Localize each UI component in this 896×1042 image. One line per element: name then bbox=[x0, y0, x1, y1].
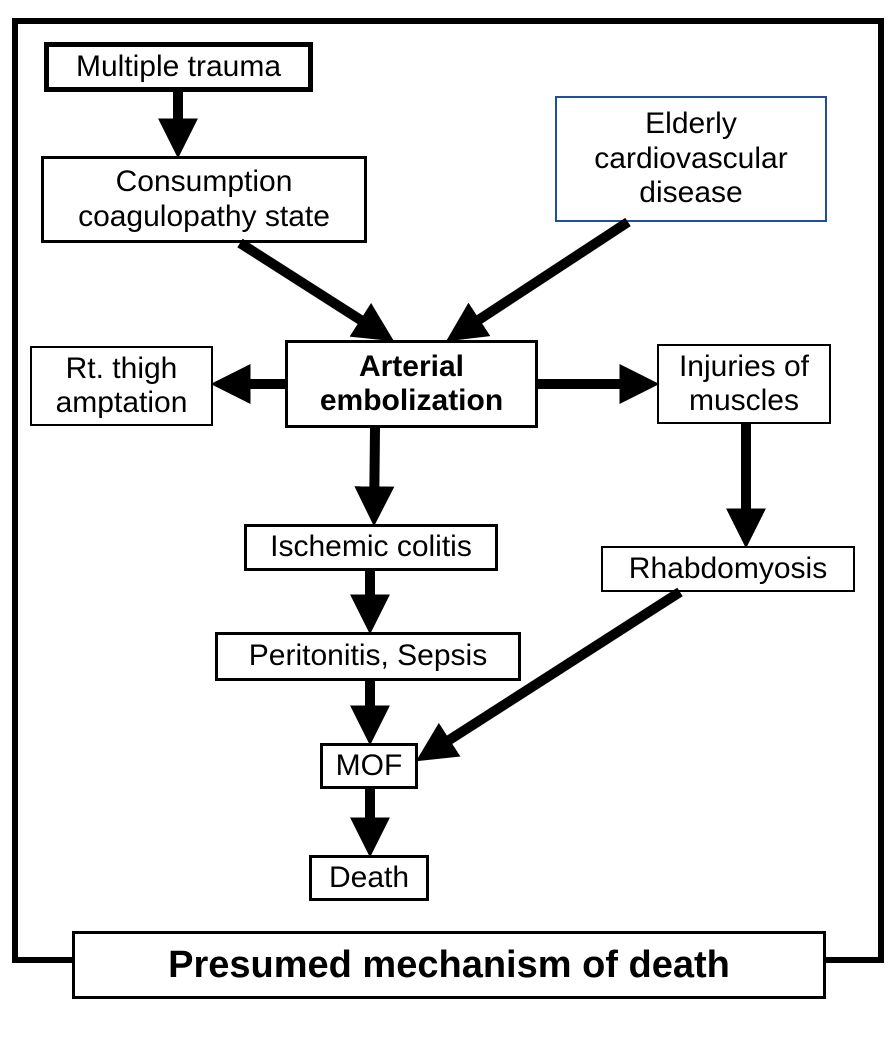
node-label: Consumptioncoagulopathy state bbox=[78, 165, 330, 234]
node-elderly: Elderlycardiovasculardisease bbox=[555, 96, 827, 222]
node-arterial: Arterialembolization bbox=[285, 340, 538, 428]
node-colitis: Ischemic colitis bbox=[244, 524, 498, 571]
node-label: Arterialembolization bbox=[320, 350, 503, 419]
caption-box: Presumed mechanism of death bbox=[72, 931, 826, 999]
node-label: Rt. thighamptation bbox=[56, 352, 188, 421]
node-label: Elderlycardiovasculardisease bbox=[594, 107, 787, 211]
node-muscles: Injuries ofmuscles bbox=[657, 344, 831, 424]
node-label: Death bbox=[329, 861, 409, 896]
node-label: MOF bbox=[336, 749, 403, 784]
node-thigh: Rt. thighamptation bbox=[30, 346, 213, 426]
caption-text: Presumed mechanism of death bbox=[168, 944, 730, 987]
node-label: Multiple trauma bbox=[76, 50, 281, 85]
node-label: Rhabdomyosis bbox=[629, 552, 827, 587]
node-label: Ischemic colitis bbox=[270, 530, 472, 565]
node-mof: MOF bbox=[320, 743, 418, 789]
node-rhabdo: Rhabdomyosis bbox=[601, 546, 855, 592]
node-label: Injuries ofmuscles bbox=[679, 350, 809, 419]
node-label: Peritonitis, Sepsis bbox=[249, 639, 487, 674]
node-death: Death bbox=[309, 855, 429, 901]
node-perit: Peritonitis, Sepsis bbox=[215, 632, 521, 681]
node-coag: Consumptioncoagulopathy state bbox=[41, 156, 367, 243]
node-trauma: Multiple trauma bbox=[44, 42, 313, 92]
